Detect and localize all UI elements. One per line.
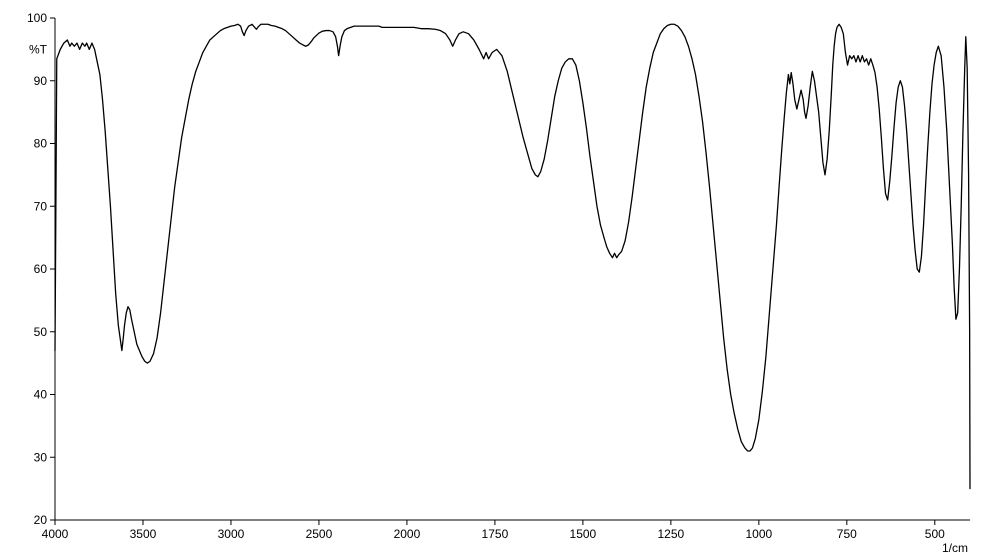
- x-tick-label: 3500: [130, 527, 157, 541]
- x-tick-label: 1500: [570, 527, 597, 541]
- y-tick-label: 50: [34, 325, 48, 339]
- y-tick-label: 100: [27, 11, 47, 25]
- x-tick-label: 1250: [658, 527, 685, 541]
- chart-canvas: 100 %T 90 80 70 60 50 40 30 204000 3500 3000 2500 200…: [0, 0, 1000, 558]
- x-axis-title: 1/cm: [942, 541, 968, 555]
- x-tick-label: 500: [925, 527, 945, 541]
- y-tick-label: 20: [34, 513, 48, 527]
- x-tick-label: 2000: [394, 527, 421, 541]
- x-tick-label: 1750: [482, 527, 509, 541]
- ir-spectrum-chart: 100 %T 90 80 70 60 50 40 30 204000 3500 3000 2500 200…: [0, 0, 1000, 558]
- x-tick-label: 4000: [42, 527, 69, 541]
- y-tick-label: 70: [34, 199, 48, 213]
- y-tick-label: 80: [34, 137, 48, 151]
- x-tick-label: 750: [837, 527, 857, 541]
- x-tick-label: 2500: [306, 527, 333, 541]
- y-tick-label: 60: [34, 262, 48, 276]
- x-tick-label: 1000: [745, 527, 772, 541]
- y-tick-label: 90: [34, 74, 48, 88]
- y-tick-label: 40: [34, 388, 48, 402]
- y-tick-label: 30: [34, 450, 48, 464]
- x-tick-label: 3000: [218, 527, 245, 541]
- y-axis-title: %T: [29, 42, 48, 56]
